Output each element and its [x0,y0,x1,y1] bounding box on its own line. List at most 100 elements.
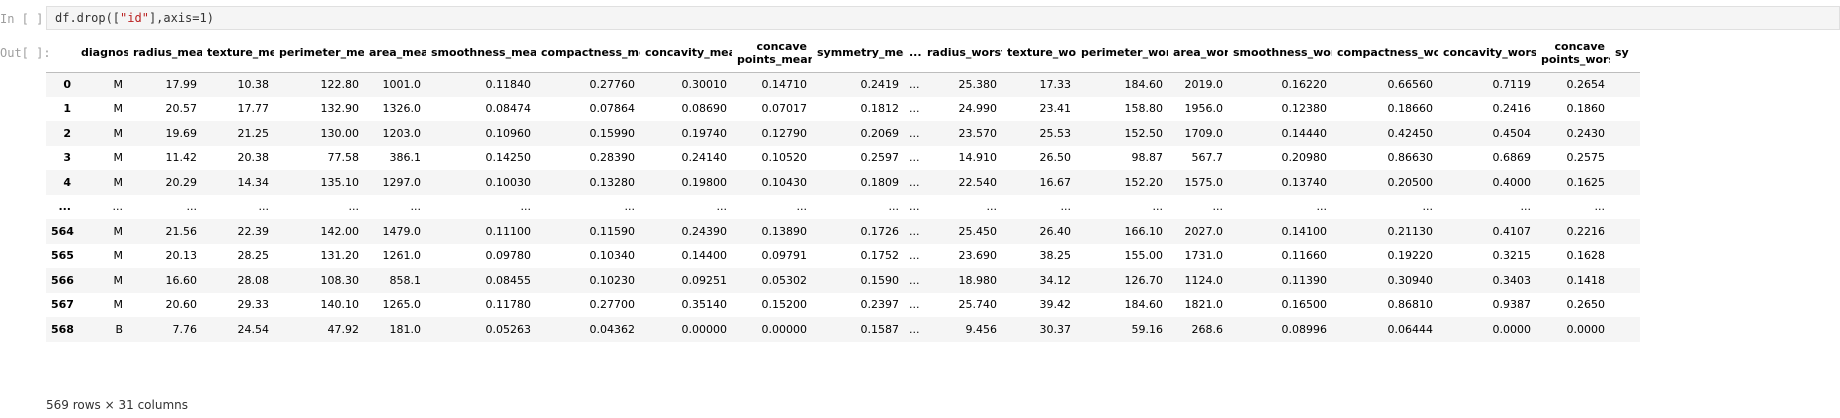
output-area: diagnosisradius_meantexture_meanperimete… [46,34,1840,418]
table-cell [1610,219,1640,244]
table-cell: 0.66560 [1387,78,1434,91]
table-cell [1610,146,1640,171]
table-cell: 0.27700 [589,298,636,312]
table-cell: 0.2575 [1566,151,1606,165]
column-header: perimeter_worst [1076,34,1168,73]
table-cell: 0.42450 [1387,126,1434,140]
table-cell: 0.86810 [1387,298,1434,312]
table-cell: ... [909,102,920,116]
table-cell: 0.1860 [1566,102,1606,116]
table-cell: 132.90 [320,102,360,116]
table-cell: 0.10960 [485,126,532,140]
table-cell: 142.00 [320,224,360,238]
table-cell: ... [1594,200,1606,214]
table-cell: 23.41 [1039,102,1072,116]
table-cell: 0.10230 [589,273,636,287]
table-cell: 0.1752 [860,249,900,263]
table-cell: 0.14100 [1281,224,1328,238]
table-row: ........................................… [46,194,1640,219]
table-cell: 0.24140 [681,151,728,165]
table-cell [1610,72,1640,97]
table-cell: 16.60 [165,273,198,287]
table-cell: 0.19220 [1387,249,1434,263]
table-cell: 155.00 [1124,249,1164,263]
table-cell: ... [1316,200,1328,214]
table-cell: 0.00000 [681,322,728,336]
table-cell: ... [1060,200,1072,214]
table-cell: M [113,273,124,287]
table-cell: 0.3403 [1492,273,1532,287]
table-cell: 1001.0 [382,78,422,91]
table-cell: ... [909,151,920,165]
table-cell: ... [410,200,422,214]
table-cell: ... [348,200,360,214]
column-header: diagnosis [76,34,128,73]
table-cell: 0.19800 [681,175,728,189]
table-cell: ... [909,273,920,287]
row-index: 4 [63,175,71,189]
table-cell: 2027.0 [1184,224,1224,238]
table-row: 3 M 11.42 20.38 77.58 386.1 0.14250 0.28390 0.24… [46,145,1640,171]
column-header: concave points_worst [1536,34,1610,73]
table-cell: 0.14440 [1281,126,1328,140]
column-header: symmetry_mean [812,34,904,73]
table-cell: 0.10340 [589,249,636,263]
table-cell: 1203.0 [382,126,422,140]
table-cell: 0.15200 [761,298,808,312]
table-cell: 126.70 [1124,273,1164,287]
table-cell: 20.57 [165,102,198,116]
table-cell: 77.58 [327,151,360,165]
table-cell: 0.2654 [1566,78,1606,91]
column-header: compactness_mean [536,34,640,73]
table-cell: 166.10 [1124,224,1164,238]
table-cell: 25.380 [958,78,998,91]
table-cell: ... [909,249,920,263]
table-cell: M [113,102,124,116]
table-cell: 158.80 [1124,102,1164,116]
table-cell [1610,170,1640,195]
table-cell: 26.50 [1039,151,1072,165]
table-cell: 0.1625 [1566,175,1606,189]
table-cell: 25.53 [1039,126,1072,140]
row-index: ... [58,200,71,214]
table-cell: 0.1812 [860,102,900,116]
table-cell: 0.16220 [1281,78,1328,91]
table-cell: 25.450 [958,224,998,238]
table-cell: 16.67 [1039,175,1072,189]
table-cell: 0.07017 [761,102,808,116]
table-cell: 0.08455 [485,273,532,287]
code-input-cell[interactable]: df.drop(["id"],axis=1) [46,6,1840,30]
table-cell: ... [112,200,124,214]
table-cell: M [113,78,124,91]
table-cell: 0.86630 [1387,151,1434,165]
table-cell: 0.10030 [485,175,532,189]
table-cell: ... [624,200,636,214]
table-cell: ... [909,78,920,91]
table-cell: 152.20 [1124,175,1164,189]
table-cell: 1297.0 [382,175,422,189]
table-cell: 1326.0 [382,102,422,116]
table-cell: M [113,175,124,189]
table-cell: 0.1809 [860,175,900,189]
table-cell: 0.9387 [1492,298,1532,312]
table-cell: 0.10430 [761,175,808,189]
dataframe-table: diagnosisradius_meantexture_meanperimete… [46,34,1640,342]
table-cell: 858.1 [389,273,422,287]
table-cell: 0.2419 [860,78,900,91]
code-string-literal: "id" [120,11,149,25]
table-cell: 0.04362 [589,322,636,336]
column-header [46,34,76,73]
column-header: texture_worst [1002,34,1076,73]
table-cell: 0.12790 [761,126,808,140]
table-cell: 0.14250 [485,151,532,165]
table-cell: ... [909,126,920,140]
table-cell: M [113,224,124,238]
table-cell: 1575.0 [1184,175,1224,189]
column-header: compactness_worst [1332,34,1438,73]
table-cell [1610,293,1640,318]
table-cell: 0.2397 [860,298,900,312]
table-cell: 1956.0 [1184,102,1224,116]
column-header: concavity_mean [640,34,732,73]
table-cell: ... [909,322,920,336]
